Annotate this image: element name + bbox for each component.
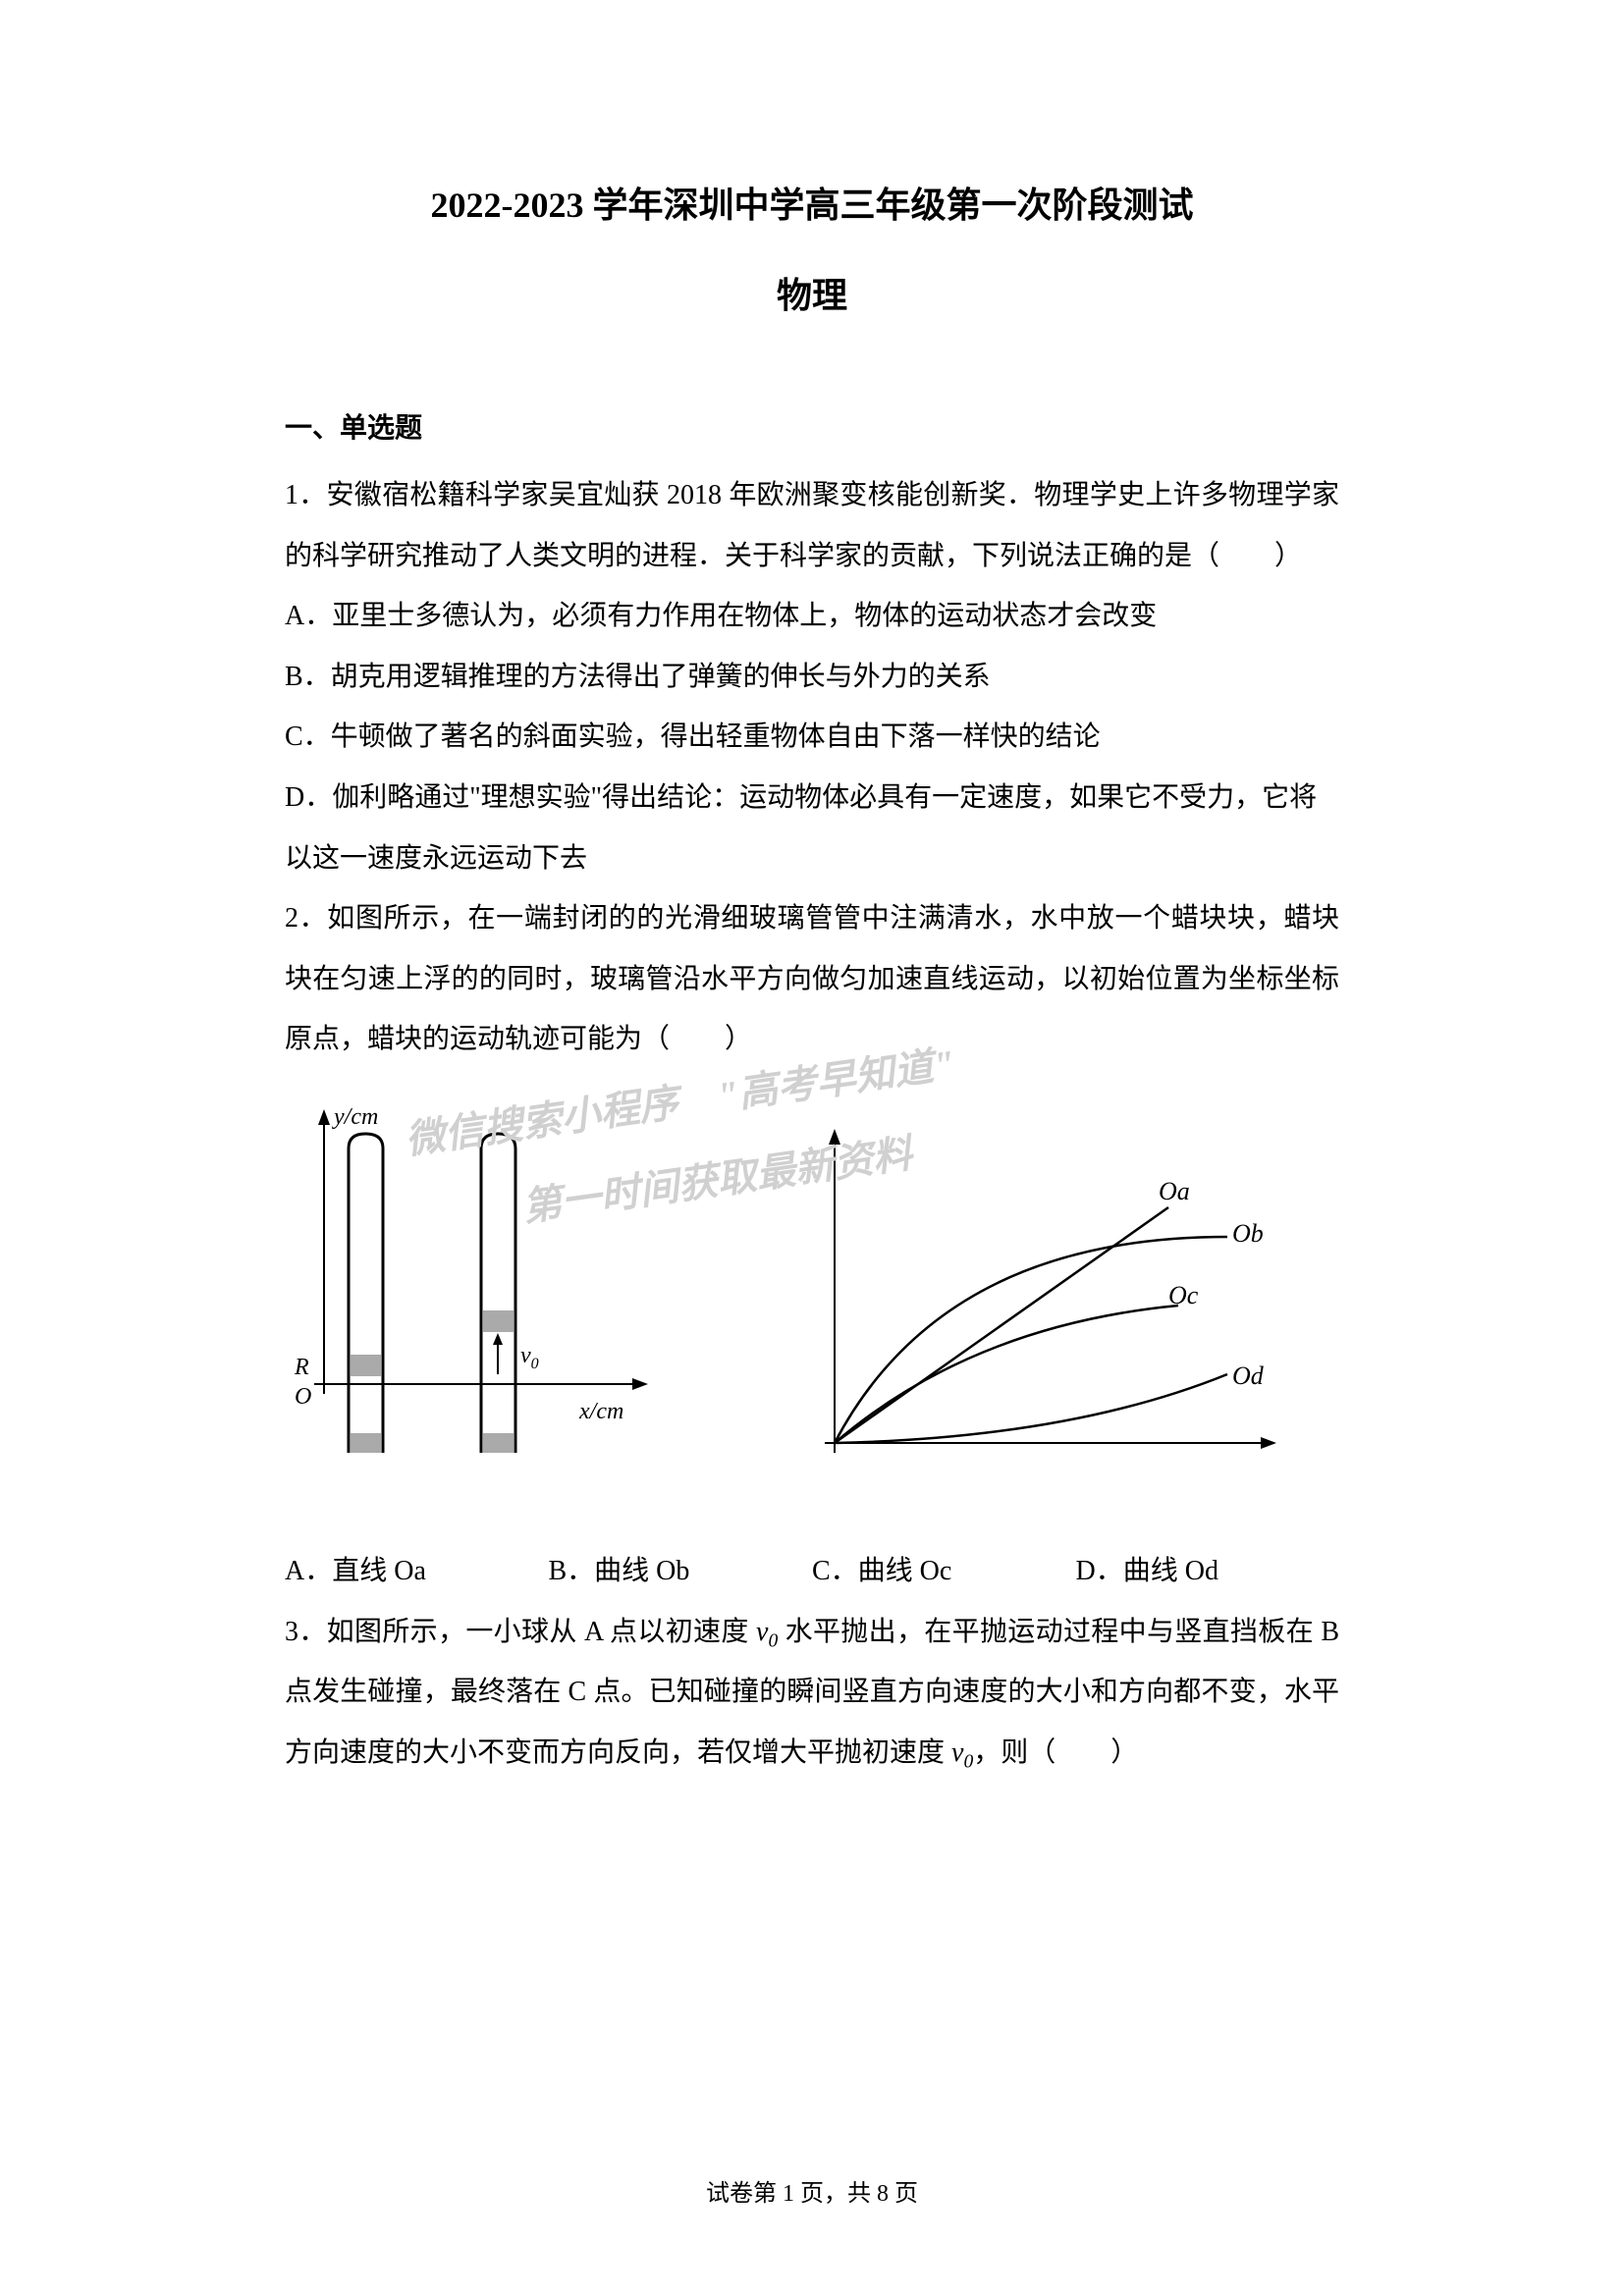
tube-1 [349, 1134, 383, 1453]
curve-oa [835, 1207, 1168, 1443]
q2-option-d: D．曲线 Od [1076, 1541, 1340, 1602]
q2-figure: 微信搜索小程序 "高考早知道" 第一时间获取最新资料 y/cm x/cm O R [285, 1090, 1339, 1522]
label-oa: Oa [1159, 1177, 1190, 1205]
q2-option-a: A．直线 Oa [285, 1541, 549, 1602]
exam-title-line2: 物理 [285, 267, 1339, 318]
velocity-label: v0 [520, 1343, 539, 1372]
exam-title-line1: 2022-2023 学年深圳中学高三年级第一次阶段测试 [285, 177, 1339, 228]
label-od: Od [1232, 1362, 1265, 1390]
y-axis-label: y/cm [332, 1104, 378, 1130]
curve-od [835, 1374, 1227, 1443]
q2-option-c: C．曲线 Oc [812, 1541, 1076, 1602]
q2-figure-svg: y/cm x/cm O R v0 [285, 1090, 1326, 1512]
q2-option-b: B．曲线 Ob [549, 1541, 813, 1602]
q3-stem: 3．如图所示，一小球从 A 点以初速度 v0 水平抛出，在平抛运动过程中与竖直挡… [285, 1602, 1339, 1784]
page-footer: 试卷第 1 页，共 8 页 [0, 2173, 1624, 2208]
q1-option-d: D．伽利略通过"理想实验"得出结论：运动物体必具有一定速度，如果它不受力，它将以… [285, 768, 1339, 888]
left-diagram: y/cm x/cm O R v0 [294, 1104, 648, 1453]
origin-label: O [295, 1384, 311, 1410]
q1-option-a: A．亚里士多德认为，必须有力作用在物体上，物体的运动状态才会改变 [285, 586, 1339, 647]
x-axis-label: x/cm [578, 1399, 623, 1424]
right-diagram: Oa Ob Oc Od [825, 1129, 1276, 1453]
label-oc: Oc [1168, 1281, 1199, 1309]
curve-oc [835, 1306, 1178, 1443]
q2-options: A．直线 Oa B．曲线 Ob C．曲线 Oc D．曲线 Od [285, 1541, 1339, 1602]
r-label: R [294, 1355, 309, 1380]
q2-stem: 2．如图所示，在一端封闭的的光滑细玻璃管管中注满清水，水中放一个蜡块块，蜡块块在… [285, 888, 1339, 1070]
q1-option-b: B．胡克用逻辑推理的方法得出了弹簧的伸长与外力的关系 [285, 647, 1339, 708]
section-header: 一、单选题 [285, 406, 1339, 446]
curve-ob [835, 1237, 1227, 1443]
tube-2: v0 [481, 1134, 539, 1453]
label-ob: Ob [1232, 1219, 1264, 1248]
q1-option-c: C．牛顿做了著名的斜面实验，得出轻重物体自由下落一样快的结论 [285, 707, 1339, 768]
q1-stem: 1．安徽宿松籍科学家吴宜灿获 2018 年欧洲聚变核能创新奖．物理学史上许多物理… [285, 465, 1339, 586]
